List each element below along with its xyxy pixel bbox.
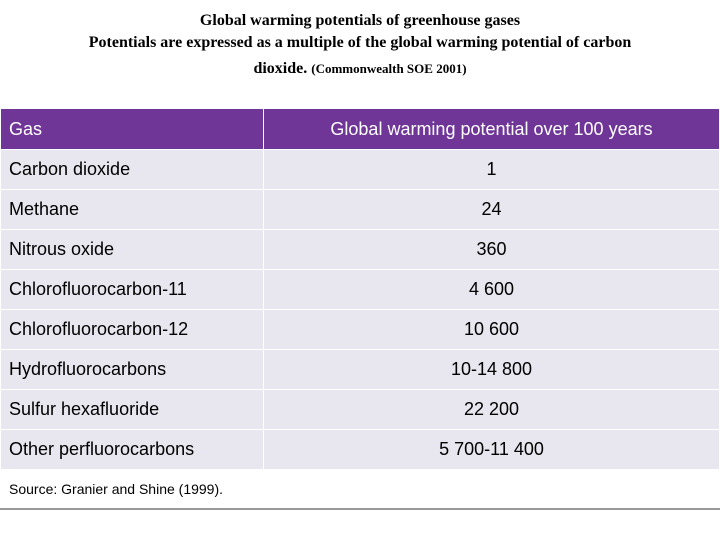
header-row: Gas Global warming potential over 100 ye…: [0, 108, 720, 150]
subtitle-end-text: dioxide.: [253, 60, 308, 77]
table-row: Methane 24: [0, 189, 720, 230]
gas-name-cell: Hydrofluorocarbons: [0, 349, 264, 390]
gwp-value-cell: 4 600: [263, 269, 720, 310]
gwp-value-cell: 10-14 800: [263, 349, 720, 390]
gwp-value-cell: 360: [263, 229, 720, 270]
title-citation: (Commonwealth SOE 2001): [311, 61, 467, 76]
gas-name-cell: Carbon dioxide: [0, 149, 264, 190]
gwp-value-cell: 24: [263, 189, 720, 230]
page-subtitle-continued: dioxide. (Commonwealth SOE 2001): [0, 54, 720, 84]
table-row: Chlorofluorocarbon-12 10 600: [0, 309, 720, 350]
gas-name-cell: Other perfluorocarbons: [0, 429, 264, 470]
table-header: Gas Global warming potential over 100 ye…: [0, 108, 720, 150]
gas-name-cell: Chlorofluorocarbon-11: [0, 269, 264, 310]
gwp-value-cell: 22 200: [263, 389, 720, 430]
table-row: Other perfluorocarbons 5 700-11 400: [0, 429, 720, 470]
table-row: Chlorofluorocarbon-11 4 600: [0, 269, 720, 310]
table-footer: Source: Granier and Shine (1999).: [0, 469, 720, 510]
gas-name-cell: Nitrous oxide: [0, 229, 264, 270]
table-body: Carbon dioxide 1 Methane 24 Nitrous oxide 360…: [0, 149, 720, 470]
gas-name-cell: Methane: [0, 189, 264, 230]
page-title: Global warming potentials of greenhouse …: [199, 12, 521, 29]
table-row: Sulfur hexafluoride 22 200: [0, 389, 720, 430]
title-block: Global warming potentials of greenhouse …: [0, 10, 720, 84]
gas-name-cell: Chlorofluorocarbon-12: [0, 309, 264, 350]
table-row: Carbon dioxide 1: [0, 149, 720, 190]
source-note: Source: Granier and Shine (1999).: [0, 469, 720, 510]
gwp-table: Gas Global warming potential over 100 ye…: [0, 108, 720, 510]
gwp-value-cell: 1: [263, 149, 720, 190]
column-header-gwp: Global warming potential over 100 years: [263, 108, 720, 150]
gas-name-cell: Sulfur hexafluoride: [0, 389, 264, 430]
source-row: Source: Granier and Shine (1999).: [0, 469, 720, 510]
column-header-gas: Gas: [0, 108, 264, 150]
table-row: Nitrous oxide 360: [0, 229, 720, 270]
table-row: Hydrofluorocarbons 10-14 800: [0, 349, 720, 390]
gwp-value-cell: 5 700-11 400: [263, 429, 720, 470]
page-subtitle: Potentials are expressed as a multiple o…: [88, 34, 632, 51]
gwp-value-cell: 10 600: [263, 309, 720, 350]
